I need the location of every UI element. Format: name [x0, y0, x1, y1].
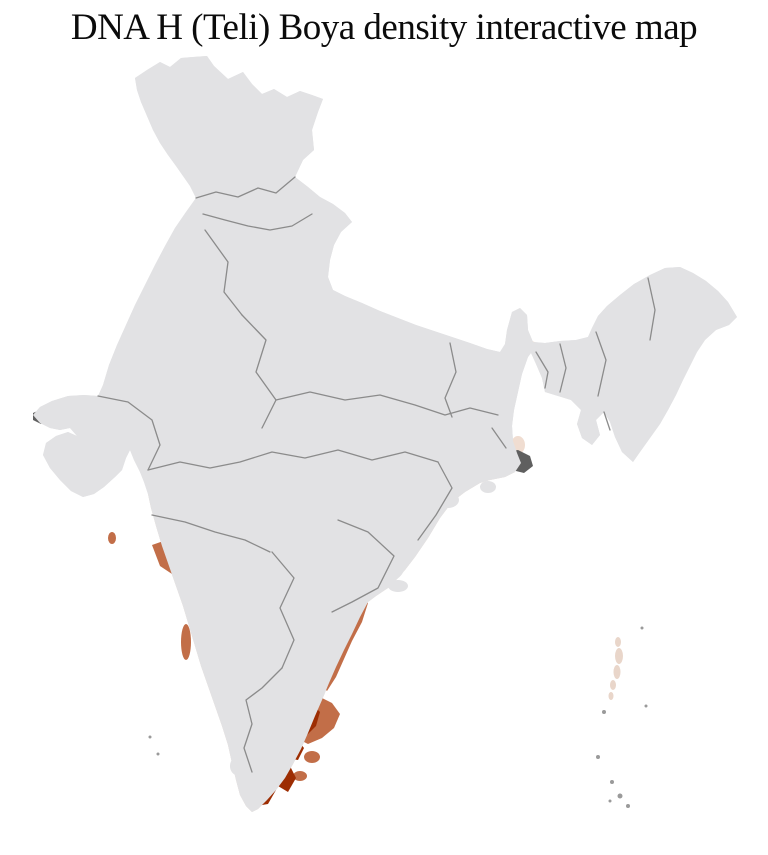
map-title: DNA H (Teli) Boya density interactive ma… — [70, 7, 698, 48]
region-tn-medium[interactable] — [293, 771, 307, 781]
region-tn-medium[interactable] — [304, 751, 320, 763]
island[interactable] — [615, 637, 621, 647]
pocket-odisha-coast[interactable] — [480, 481, 496, 493]
island[interactable] — [608, 692, 614, 700]
island[interactable] — [610, 680, 616, 690]
region-karnataka-coast-medium[interactable] — [181, 624, 191, 660]
island[interactable] — [615, 648, 623, 664]
region-konkan-medium[interactable] — [108, 532, 116, 544]
andaman-islands[interactable] — [608, 637, 624, 700]
island[interactable] — [613, 665, 621, 679]
district-mesh-overlay — [33, 56, 737, 812]
state-borders — [97, 176, 656, 773]
nicobar-lakshadweep-islets — [148, 626, 648, 808]
